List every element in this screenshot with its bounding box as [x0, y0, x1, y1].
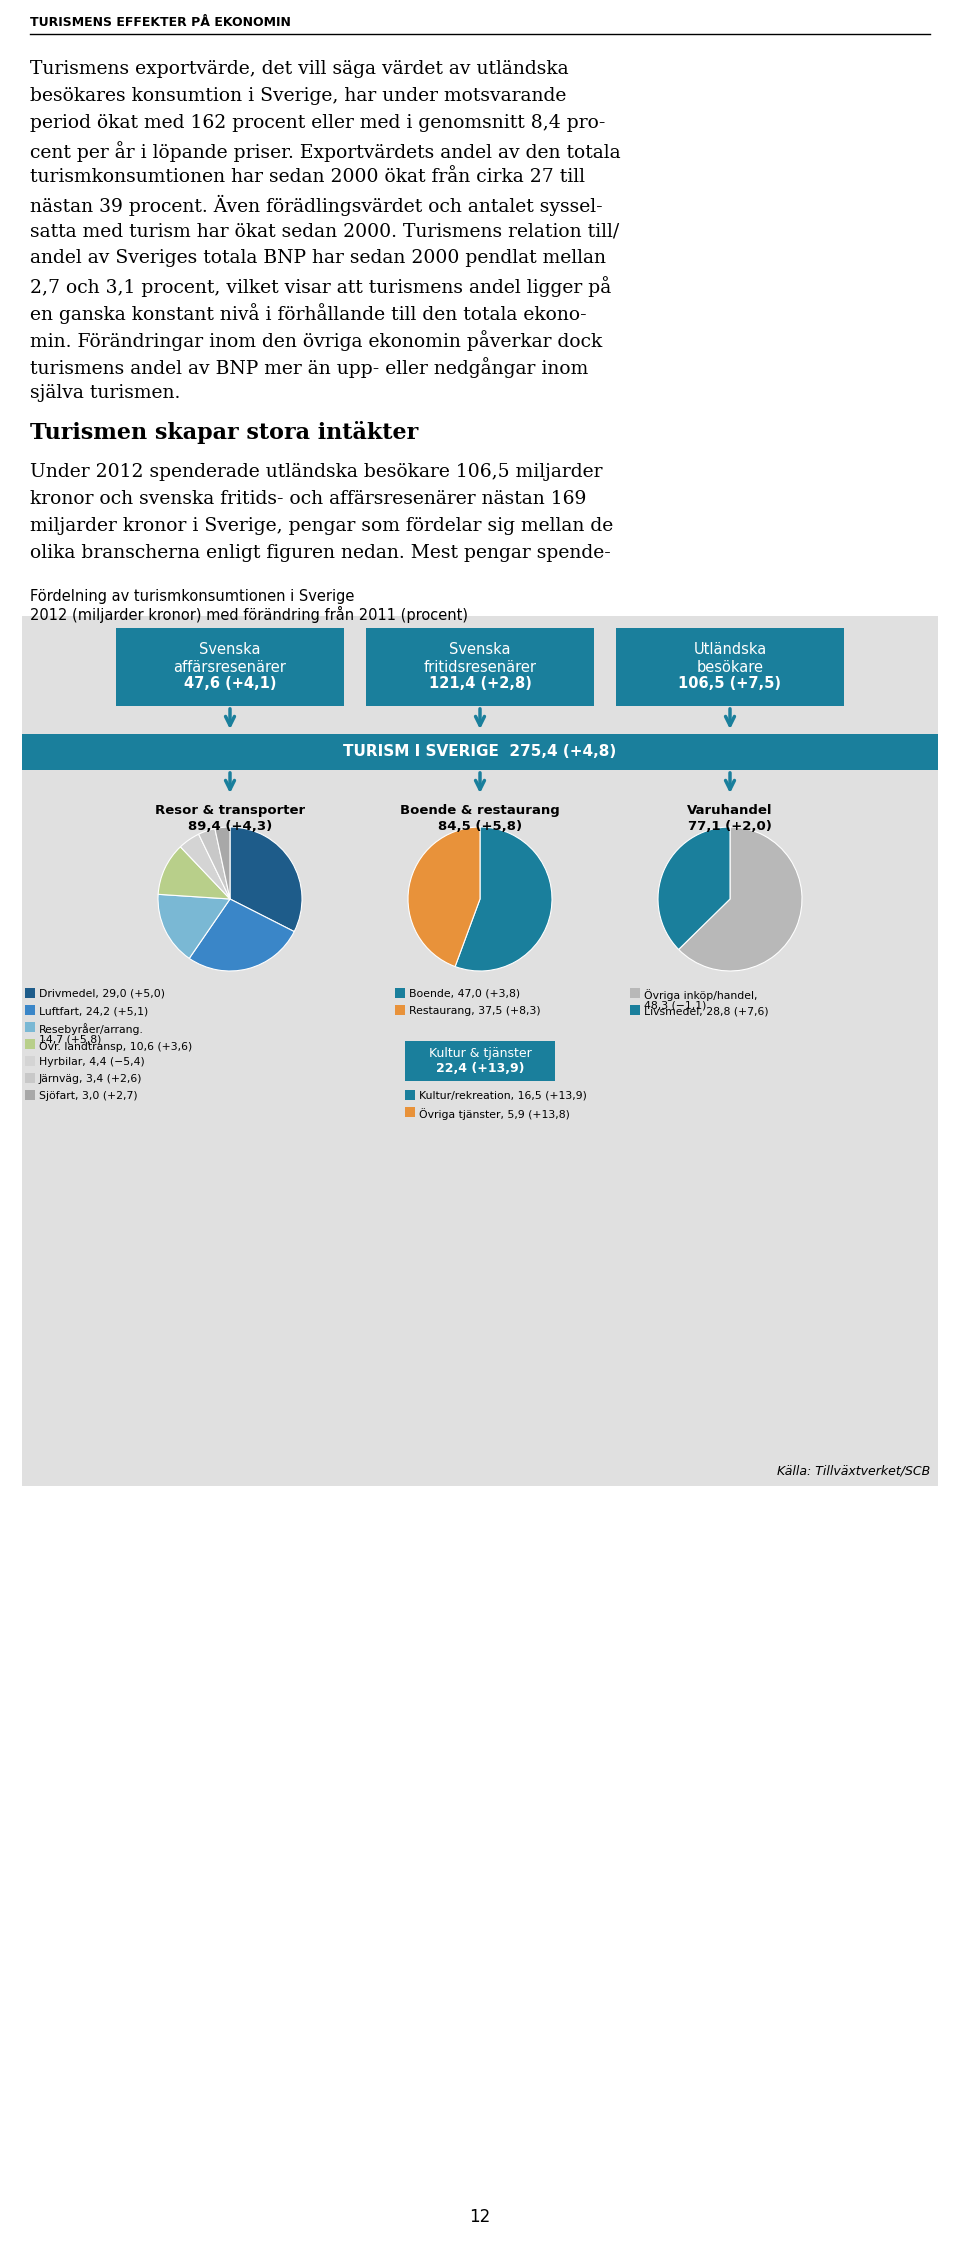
- FancyBboxPatch shape: [630, 989, 640, 998]
- Text: Sjöfart, 3,0 (+2,7): Sjöfart, 3,0 (+2,7): [39, 1090, 137, 1102]
- Text: Svenska: Svenska: [200, 643, 261, 656]
- Text: Turismens exportvärde, det vill säga värdet av utländska: Turismens exportvärde, det vill säga vär…: [30, 61, 568, 79]
- FancyBboxPatch shape: [25, 1039, 35, 1050]
- Text: 47,6 (+4,1): 47,6 (+4,1): [183, 677, 276, 692]
- Text: 2,7 och 3,1 procent, vilket visar att turismens andel ligger på: 2,7 och 3,1 procent, vilket visar att tu…: [30, 277, 612, 297]
- Wedge shape: [180, 834, 230, 899]
- Text: Luftfart, 24,2 (+5,1): Luftfart, 24,2 (+5,1): [39, 1007, 148, 1016]
- Wedge shape: [230, 827, 302, 931]
- FancyBboxPatch shape: [616, 627, 844, 706]
- Text: Järnväg, 3,4 (+2,6): Järnväg, 3,4 (+2,6): [39, 1075, 142, 1084]
- Text: Övriga tjänster, 5,9 (+13,8): Övriga tjänster, 5,9 (+13,8): [419, 1108, 570, 1120]
- Text: 89,4 (+4,3): 89,4 (+4,3): [188, 821, 272, 834]
- FancyBboxPatch shape: [25, 1057, 35, 1066]
- Text: Livsmedel, 28,8 (+7,6): Livsmedel, 28,8 (+7,6): [644, 1007, 769, 1016]
- Text: Övr. landtransp, 10,6 (+3,6): Övr. landtransp, 10,6 (+3,6): [39, 1041, 192, 1052]
- Text: 12: 12: [469, 2208, 491, 2226]
- Text: TURISMENS EFFEKTER PÅ EKONOMIN: TURISMENS EFFEKTER PÅ EKONOMIN: [30, 16, 291, 29]
- Text: Utländska: Utländska: [693, 643, 767, 656]
- Wedge shape: [215, 827, 230, 899]
- Text: Kultur & tjänster: Kultur & tjänster: [428, 1048, 532, 1061]
- Text: miljarder kronor i Sverige, pengar som fördelar sig mellan de: miljarder kronor i Sverige, pengar som f…: [30, 517, 613, 535]
- Text: en ganska konstant nivå i förhållande till den totala ekono-: en ganska konstant nivå i förhållande ti…: [30, 303, 587, 324]
- Text: besökares konsumtion i Sverige, har under motsvarande: besökares konsumtion i Sverige, har unde…: [30, 88, 566, 106]
- Text: Kultur/rekreation, 16,5 (+13,9): Kultur/rekreation, 16,5 (+13,9): [419, 1090, 587, 1102]
- Text: 77,1 (+2,0): 77,1 (+2,0): [688, 821, 772, 834]
- Text: Källa: Tillväxtverket/SCB: Källa: Tillväxtverket/SCB: [777, 1463, 930, 1477]
- FancyBboxPatch shape: [25, 989, 35, 998]
- FancyBboxPatch shape: [22, 616, 938, 1486]
- Text: olika branscherna enligt figuren nedan. Mest pengar spende-: olika branscherna enligt figuren nedan. …: [30, 544, 611, 562]
- Text: själva turismen.: själva turismen.: [30, 384, 180, 402]
- Text: Resebyråer/arrang.: Resebyråer/arrang.: [39, 1023, 144, 1034]
- FancyBboxPatch shape: [25, 1090, 35, 1099]
- Text: Boende & restaurang: Boende & restaurang: [400, 805, 560, 816]
- Text: nästan 39 procent. Även förädlingsvärdet och antalet syssel-: nästan 39 procent. Även förädlingsvärdet…: [30, 196, 603, 216]
- Text: Övriga inköp/handel,: Övriga inköp/handel,: [644, 989, 757, 1000]
- Text: Drivmedel, 29,0 (+5,0): Drivmedel, 29,0 (+5,0): [39, 989, 165, 998]
- Text: kronor och svenska fritids- och affärsresenärer nästan 169: kronor och svenska fritids- och affärsre…: [30, 490, 587, 508]
- Text: turismens andel av BNP mer än upp- eller nedgångar inom: turismens andel av BNP mer än upp- eller…: [30, 357, 588, 378]
- Text: 84,5 (+5,8): 84,5 (+5,8): [438, 821, 522, 834]
- Text: 2012 (miljarder kronor) med förändring från 2011 (procent): 2012 (miljarder kronor) med förändring f…: [30, 607, 468, 623]
- Text: satta med turism har ökat sedan 2000. Turismens relation till/: satta med turism har ökat sedan 2000. Tu…: [30, 223, 619, 241]
- FancyBboxPatch shape: [116, 627, 344, 706]
- Wedge shape: [455, 827, 552, 971]
- Text: Svenska: Svenska: [449, 643, 511, 656]
- FancyBboxPatch shape: [405, 1106, 415, 1117]
- Text: andel av Sveriges totala BNP har sedan 2000 pendlat mellan: andel av Sveriges totala BNP har sedan 2…: [30, 250, 606, 268]
- Wedge shape: [199, 830, 230, 899]
- FancyBboxPatch shape: [405, 1041, 555, 1081]
- Text: Under 2012 spenderade utländska besökare 106,5 miljarder: Under 2012 spenderade utländska besökare…: [30, 463, 603, 481]
- FancyBboxPatch shape: [395, 1005, 405, 1016]
- FancyBboxPatch shape: [630, 1005, 640, 1016]
- Wedge shape: [658, 827, 730, 949]
- Wedge shape: [408, 827, 480, 967]
- Wedge shape: [158, 847, 230, 899]
- Text: Boende, 47,0 (+3,8): Boende, 47,0 (+3,8): [409, 989, 520, 998]
- Text: min. Förändringar inom den övriga ekonomin påverkar dock: min. Förändringar inom den övriga ekonom…: [30, 330, 602, 351]
- Text: besökare: besökare: [697, 659, 763, 674]
- FancyBboxPatch shape: [395, 989, 405, 998]
- FancyBboxPatch shape: [25, 1023, 35, 1032]
- Text: Hyrbilar, 4,4 (−5,4): Hyrbilar, 4,4 (−5,4): [39, 1057, 145, 1068]
- Text: Resor & transporter: Resor & transporter: [155, 805, 305, 816]
- Text: affärsresenärer: affärsresenärer: [174, 659, 286, 674]
- Wedge shape: [679, 827, 802, 971]
- Text: Fördelning av turismkonsumtionen i Sverige: Fördelning av turismkonsumtionen i Sveri…: [30, 589, 354, 605]
- Wedge shape: [189, 899, 294, 971]
- Text: fritidsresenärer: fritidsresenärer: [423, 659, 537, 674]
- Text: 106,5 (+7,5): 106,5 (+7,5): [679, 677, 781, 692]
- Text: 22,4 (+13,9): 22,4 (+13,9): [436, 1061, 524, 1075]
- FancyBboxPatch shape: [405, 1090, 415, 1099]
- Text: 121,4 (+2,8): 121,4 (+2,8): [428, 677, 532, 692]
- Text: 14,7 (+5,8): 14,7 (+5,8): [39, 1034, 102, 1045]
- FancyBboxPatch shape: [25, 1005, 35, 1016]
- Text: TURISM I SVERIGE  275,4 (+4,8): TURISM I SVERIGE 275,4 (+4,8): [344, 744, 616, 760]
- Text: turismkonsumtionen har sedan 2000 ökat från cirka 27 till: turismkonsumtionen har sedan 2000 ökat f…: [30, 169, 585, 187]
- FancyBboxPatch shape: [22, 735, 938, 771]
- Text: period ökat med 162 procent eller med i genomsnitt 8,4 pro-: period ökat med 162 procent eller med i …: [30, 115, 606, 133]
- Text: cent per år i löpande priser. Exportvärdets andel av den totala: cent per år i löpande priser. Exportvärd…: [30, 142, 620, 162]
- FancyBboxPatch shape: [25, 1072, 35, 1084]
- Text: Turismen skapar stora intäkter: Turismen skapar stora intäkter: [30, 420, 419, 445]
- Text: 48,3 (−1,1): 48,3 (−1,1): [644, 1000, 707, 1012]
- Text: Varuhandel: Varuhandel: [687, 805, 773, 816]
- Text: Restaurang, 37,5 (+8,3): Restaurang, 37,5 (+8,3): [409, 1007, 540, 1016]
- FancyBboxPatch shape: [366, 627, 594, 706]
- Wedge shape: [158, 895, 230, 958]
